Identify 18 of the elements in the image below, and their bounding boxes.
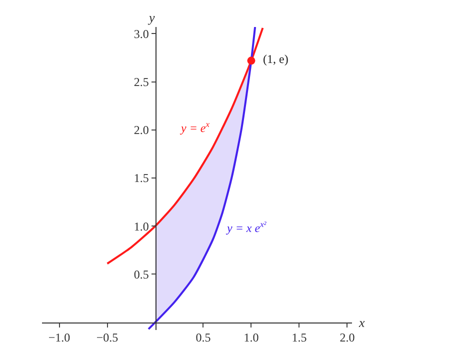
- annotation: y = x e$^{x²}$: [226, 220, 267, 236]
- y-tick-label: 2.0: [134, 123, 149, 138]
- y-axis-title: y: [147, 10, 155, 25]
- annotation: (1, e): [263, 52, 288, 66]
- y-tick-label: 1.0: [134, 219, 149, 234]
- y-tick-label: 1.5: [134, 171, 149, 186]
- x-tick-label: 1.0: [244, 330, 259, 345]
- line-series: [148, 27, 256, 330]
- x-tick-label: 0.5: [196, 330, 211, 345]
- y-tick-label: 2.5: [134, 75, 149, 90]
- x-axis-title: x: [358, 315, 365, 330]
- x-tick-label: −1.0: [48, 330, 70, 345]
- y-tick-label: 3.0: [134, 26, 149, 41]
- y-tick-label: 0.5: [134, 267, 149, 282]
- x-tick-label: −0.5: [96, 330, 118, 345]
- x-tick-label: 1.5: [292, 330, 307, 345]
- x-tick-label: 2.0: [340, 330, 355, 345]
- annotation: y = e$^{x}$: [180, 120, 210, 136]
